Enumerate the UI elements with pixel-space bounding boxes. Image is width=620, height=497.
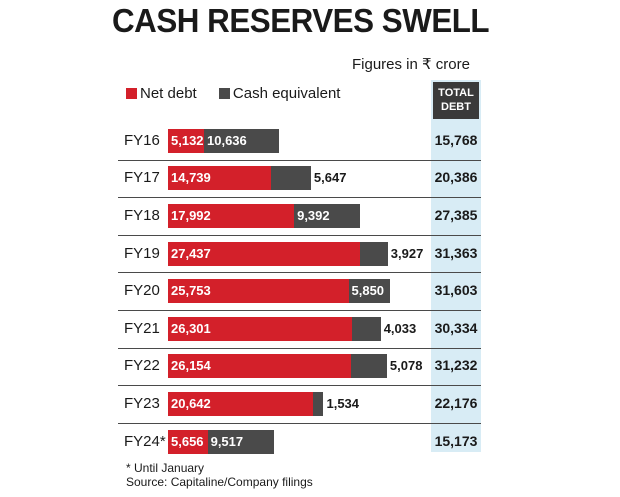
cash-equivalent-value-label: 5,078 <box>389 358 423 373</box>
net-debt-bar: 27,437 <box>168 242 361 266</box>
cash-equivalent-value-label: 9,392 <box>297 208 330 223</box>
footer: * Until January Source: Capitaline/Compa… <box>126 461 313 489</box>
cash-equivalent-bar: 1,534 <box>312 392 359 416</box>
cash-equivalent-value-label: 3,927 <box>390 246 424 261</box>
net-debt-value-label: 25,753 <box>171 283 211 298</box>
total-debt-header-line2: DEBT <box>441 101 471 113</box>
row-separator <box>118 272 481 273</box>
net-debt-bar: 5,656 <box>168 430 208 454</box>
net-debt-bar: 25,753 <box>168 279 349 303</box>
net-debt-value-label: 26,154 <box>171 358 211 373</box>
category-label: FY16 <box>124 132 160 149</box>
total-debt-column <box>431 80 481 452</box>
cash-equivalent-value-label: 4,033 <box>383 321 417 336</box>
cash-equivalent-bar: 5,078 <box>351 354 422 378</box>
category-label: FY17 <box>124 169 160 186</box>
total-debt-value: 20,386 <box>434 169 478 185</box>
cash-equivalent-bar: 9,392 <box>294 204 360 228</box>
category-label: FY21 <box>124 320 160 337</box>
category-label: FY22 <box>124 357 160 374</box>
chart-title: CASH RESERVES SWELL <box>112 2 490 39</box>
net-debt-bar: 5,132 <box>168 129 204 153</box>
cash-equivalent-value-label: 1,534 <box>326 396 360 411</box>
total-debt-header: TOTAL DEBT <box>433 82 479 119</box>
row-separator <box>118 348 481 349</box>
row-separator <box>118 160 481 161</box>
row-separator <box>118 385 481 386</box>
net-debt-bar: 26,301 <box>168 317 353 341</box>
total-debt-header-line1: TOTAL <box>438 87 474 99</box>
source-note: Source: Capitaline/Company filings <box>126 475 313 489</box>
net-debt-value-label: 5,132 <box>171 133 204 148</box>
net-debt-value-label: 14,739 <box>171 170 211 185</box>
net-debt-value-label: 27,437 <box>171 246 211 261</box>
legend-item-net-debt: Net debt <box>126 85 201 102</box>
total-debt-value: 22,176 <box>434 395 478 411</box>
net-debt-bar: 26,154 <box>168 354 352 378</box>
total-debt-value: 31,363 <box>434 245 478 261</box>
row-separator <box>118 310 481 311</box>
cash-equivalent-value-label: 10,636 <box>207 133 247 148</box>
chart-subtitle: Figures in ₹ crore <box>352 56 470 73</box>
legend-label-cash-equivalent: Cash equivalent <box>232 85 341 102</box>
net-debt-bar: 17,992 <box>168 204 295 228</box>
category-label: FY19 <box>124 245 160 262</box>
total-debt-value: 27,385 <box>434 207 478 223</box>
cash-equivalent-value-label: 5,850 <box>351 283 385 298</box>
legend-item-cash-equivalent: Cash equivalent <box>218 85 341 102</box>
total-debt-value: 30,334 <box>434 320 478 336</box>
cash-equivalent-bar: 3,927 <box>360 242 423 266</box>
net-debt-value-label: 5,656 <box>171 434 204 449</box>
total-debt-value: 15,173 <box>434 433 478 449</box>
cash-equivalent-bar: 5,647 <box>271 166 346 190</box>
net-debt-bar: 14,739 <box>168 166 272 190</box>
row-separator <box>118 423 481 424</box>
total-debt-value: 15,768 <box>434 132 478 148</box>
net-debt-value-label: 20,642 <box>171 396 211 411</box>
cash-equivalent-bar: 10,636 <box>204 129 279 153</box>
cash-equivalent-bar: 9,517 <box>207 430 275 454</box>
row-separator <box>118 235 481 236</box>
legend-swatch-net-debt <box>126 88 137 99</box>
footnote: * Until January <box>126 461 205 475</box>
legend-swatch-cash-equivalent <box>218 88 230 99</box>
cash-equivalent-bar: 5,850 <box>348 279 390 303</box>
legend-label-net-debt: Net debt <box>140 85 197 102</box>
row-separator <box>118 197 481 198</box>
category-label: FY18 <box>124 207 160 224</box>
net-debt-value-label: 17,992 <box>171 208 211 223</box>
category-label: FY23 <box>124 395 160 412</box>
cash-equivalent-value-label: 5,647 <box>313 170 347 185</box>
category-label: FY20 <box>124 282 160 299</box>
legend: Net debt Cash equivalent <box>126 85 340 102</box>
net-debt-value-label: 26,301 <box>171 321 211 336</box>
cash-equivalent-bar: 4,033 <box>352 317 416 341</box>
total-debt-value: 31,232 <box>434 357 478 373</box>
category-label: FY24* <box>124 433 166 450</box>
total-debt-value: 31,603 <box>434 282 478 298</box>
net-debt-bar: 20,642 <box>168 392 313 416</box>
cash-equivalent-value-label: 9,517 <box>210 434 244 449</box>
